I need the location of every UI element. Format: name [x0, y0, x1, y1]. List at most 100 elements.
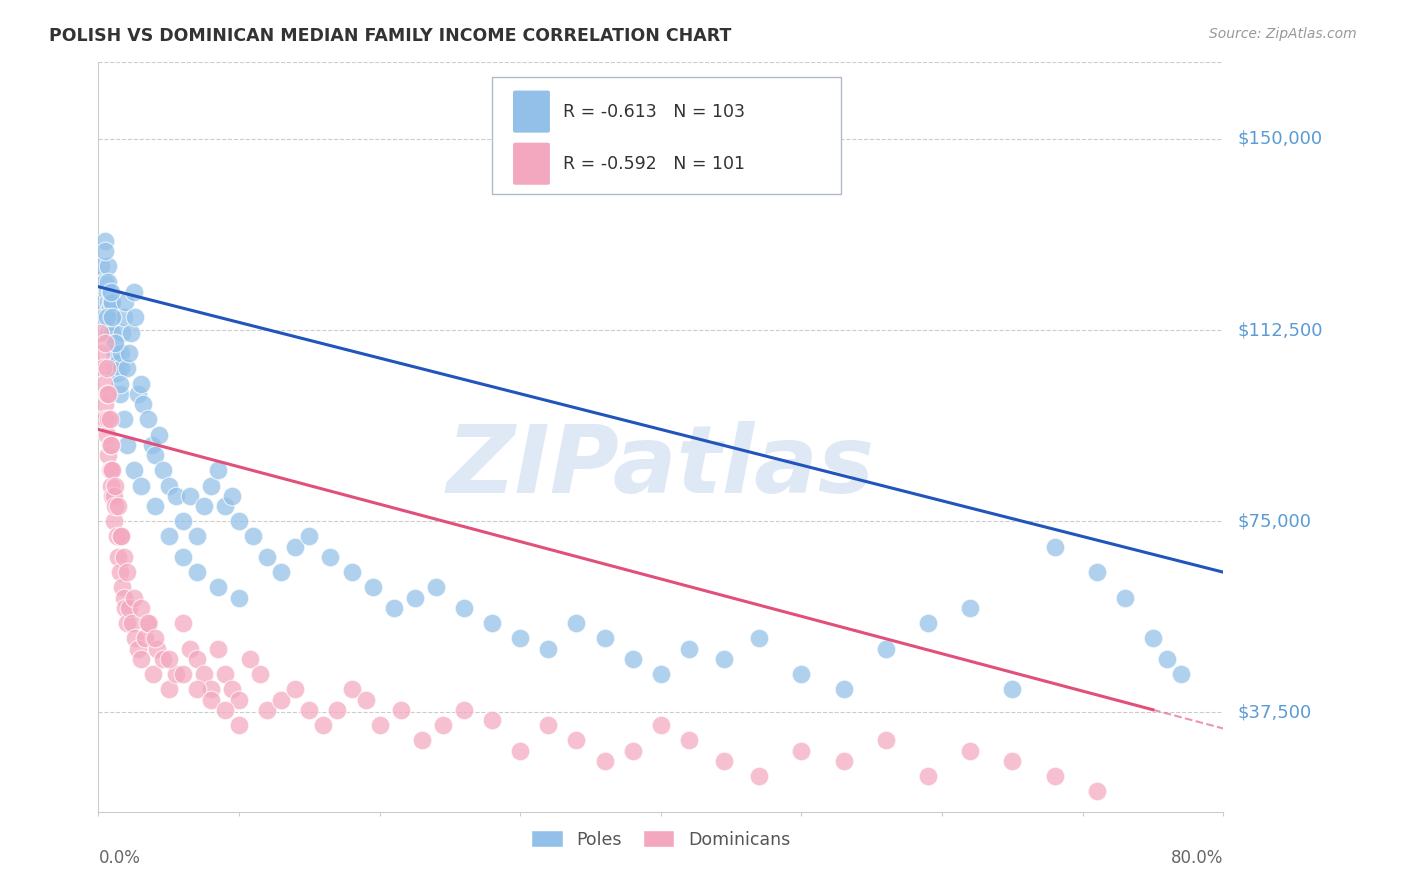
Point — [157, 529, 180, 543]
Point — [326, 703, 349, 717]
Point — [98, 438, 121, 452]
Point — [239, 652, 262, 666]
Point — [228, 514, 250, 528]
Point — [98, 315, 121, 329]
Point — [186, 565, 208, 579]
Point — [193, 499, 215, 513]
Point — [340, 682, 363, 697]
Point — [453, 600, 475, 615]
Text: R = -0.592   N = 101: R = -0.592 N = 101 — [562, 154, 745, 173]
Point — [97, 412, 120, 426]
Point — [425, 581, 447, 595]
Point — [101, 463, 124, 477]
Point — [110, 346, 132, 360]
Point — [748, 769, 770, 783]
Point — [361, 581, 384, 595]
Point — [127, 641, 149, 656]
Point — [298, 529, 321, 543]
Point — [121, 616, 143, 631]
Point — [214, 703, 236, 717]
Point — [101, 326, 124, 340]
Point — [132, 397, 155, 411]
Point — [114, 600, 136, 615]
Point — [104, 346, 127, 360]
Point — [101, 295, 124, 310]
Point — [1043, 540, 1066, 554]
Point — [127, 386, 149, 401]
Point — [157, 682, 180, 697]
Point — [650, 667, 672, 681]
Point — [193, 667, 215, 681]
Point — [103, 346, 125, 360]
FancyBboxPatch shape — [512, 90, 551, 133]
Point — [129, 478, 152, 492]
Point — [110, 529, 132, 543]
Point — [298, 703, 321, 717]
Point — [89, 326, 111, 340]
Point — [108, 376, 131, 391]
Point — [100, 310, 122, 325]
Point — [115, 438, 138, 452]
Point — [94, 397, 117, 411]
Point — [790, 743, 813, 757]
Point — [152, 652, 174, 666]
Point — [104, 499, 127, 513]
Point — [143, 632, 166, 646]
Point — [97, 448, 120, 462]
Point — [143, 448, 166, 462]
Point — [157, 652, 180, 666]
Point — [565, 733, 588, 747]
Point — [221, 682, 243, 697]
Point — [284, 682, 307, 697]
Point — [129, 376, 152, 391]
Point — [91, 361, 114, 376]
Point — [537, 718, 560, 732]
Point — [97, 295, 120, 310]
Point — [200, 692, 222, 706]
Point — [748, 632, 770, 646]
Point — [108, 565, 131, 579]
Point — [207, 463, 229, 477]
Point — [411, 733, 433, 747]
Point — [453, 703, 475, 717]
Point — [96, 310, 118, 325]
Point — [122, 591, 145, 605]
FancyBboxPatch shape — [512, 142, 551, 186]
Point — [319, 549, 342, 564]
Text: $75,000: $75,000 — [1237, 512, 1312, 530]
Point — [136, 412, 159, 426]
Point — [284, 540, 307, 554]
Point — [101, 310, 124, 325]
Point — [94, 244, 117, 258]
Point — [103, 489, 125, 503]
Point — [354, 692, 377, 706]
Point — [129, 600, 152, 615]
Point — [509, 743, 531, 757]
Point — [340, 565, 363, 579]
Point — [100, 285, 122, 299]
Point — [537, 641, 560, 656]
Point — [404, 591, 426, 605]
Point — [312, 718, 335, 732]
Point — [138, 616, 160, 631]
Point — [249, 667, 271, 681]
Point — [94, 335, 117, 350]
Point — [100, 463, 122, 477]
Point — [200, 682, 222, 697]
Point — [186, 652, 208, 666]
Point — [678, 641, 700, 656]
Point — [105, 367, 128, 381]
Point — [124, 310, 146, 325]
Text: $112,500: $112,500 — [1237, 321, 1323, 339]
Point — [157, 478, 180, 492]
Point — [214, 499, 236, 513]
Point — [93, 376, 115, 391]
Point — [917, 769, 939, 783]
Point — [1001, 754, 1024, 768]
Point — [1156, 652, 1178, 666]
Text: R = -0.613   N = 103: R = -0.613 N = 103 — [562, 103, 745, 120]
Point — [368, 718, 391, 732]
Point — [120, 326, 142, 340]
Point — [94, 412, 117, 426]
Point — [481, 713, 503, 727]
